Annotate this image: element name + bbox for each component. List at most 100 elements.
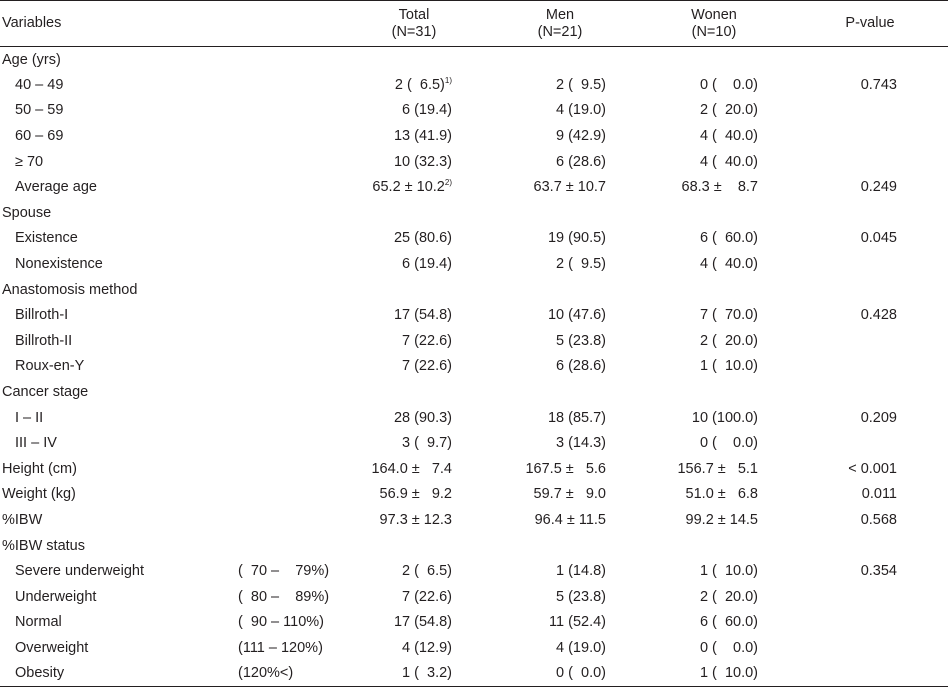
table-row: Nonexistence 6 (19.4) 2 ( 9.5) 4 ( 40.0) [0,251,948,277]
row-range [236,149,344,175]
row-pvalue: 0.249 [860,179,897,196]
row-women: 1 ( 10.0) [699,563,758,580]
row-total-value: 6 (19.4) [402,102,452,119]
row-total: 6 (19.4) [344,251,484,277]
row-total: 4 (12.9) [344,635,484,661]
row-pvalue: 0.568 [860,511,897,528]
table-row: %IBW 97.3 ± 12.3 96.4 ± 11.5 99.2 ± 14.5 0.5… [0,507,948,533]
row-range: ( 70 – 79%) [238,563,330,580]
row-men: 0 ( 0.0) [484,660,636,687]
row-total-value: 2 ( 6.5) [394,76,445,93]
row-total: 10 (32.3) [344,149,484,175]
row-pvalue [792,584,948,610]
row-label: 50 – 59 [15,102,64,119]
row-range [236,456,344,482]
row-label: %IBW [2,511,43,528]
row-total-value: 7 (22.6) [402,358,452,375]
row-pvalue: 0.209 [860,409,897,426]
row-pvalue [792,277,948,303]
table-row: Cancer stage [0,379,948,405]
row-label: Obesity [0,660,236,687]
table-row: Billroth-I 17 (54.8) 10 (47.6) 7 ( 70.0) 0.4… [0,302,948,328]
row-total [344,533,484,559]
row-pvalue [792,251,948,277]
row-women: 1 ( 10.0) [636,660,792,687]
row-men: 5 (23.8) [556,588,606,605]
row-total: 1 ( 3.2) [344,660,484,687]
row-label: Billroth-II [15,332,73,349]
row-men: 1 (14.8) [556,563,606,580]
row-range [236,482,344,508]
row-label: %IBW status [2,537,85,554]
row-total: 25 (80.6) [344,226,484,252]
table-row: Anastomosis method [0,277,948,303]
row-men [484,277,636,303]
row-label: 40 – 49 [15,76,64,93]
row-pvalue [792,47,948,73]
table-row: Billroth-II 7 (22.6) 5 (23.8) 2 ( 20.0) [0,328,948,354]
row-total [344,277,484,303]
row-men [484,200,636,226]
row-men: 11 (52.4) [549,614,606,631]
row-total: 97.3 ± 12.3 [344,507,484,533]
row-total: 17 (54.8) [344,610,484,636]
row-label: Billroth-I [15,307,69,324]
row-label: Cancer stage [2,384,89,401]
row-women: 2 ( 20.0) [699,332,758,349]
row-range [236,251,344,277]
table-row: Severe underweight ( 70 – 79%) 2 ( 6.5) 1 (… [0,558,948,584]
table-row: III – IV 3 ( 9.7) 3 (14.3) 0 ( 0.0) [0,430,948,456]
row-women: 51.0 ± 6.8 [685,486,758,503]
row-total: 65.2 ± 10.22) [344,174,484,200]
row-total: 2 ( 6.5) [344,558,484,584]
row-range: (111 – 120%) [238,639,323,656]
row-label: Nonexistence [15,256,103,273]
row-total: 17 (54.8) [344,302,484,328]
row-range [236,328,344,354]
row-men: 2 ( 9.5) [556,76,606,93]
table-row: %IBW status [0,533,948,559]
row-women: 7 ( 70.0) [699,307,758,324]
row-pvalue: 0.743 [860,76,897,93]
row-label: Height (cm) [2,460,77,477]
row-range [236,174,344,200]
row-total-value: 13 (41.9) [393,128,452,145]
row-total-value: 56.9 ± 9.2 [379,486,452,503]
row-women: 10 (100.0) [691,409,758,426]
row-total-value: 7 (22.6) [402,588,452,605]
row-men [484,47,636,73]
row-total-value: 97.3 ± 12.3 [379,511,452,528]
row-label: Roux-en-Y [15,358,85,375]
row-total-value: 2 ( 6.5) [402,563,452,580]
row-total: 7 (22.6) [344,354,484,380]
footnote-marker: 1) [444,75,452,85]
row-range [236,533,344,559]
row-pvalue [792,328,948,354]
table-row: Spouse [0,200,948,226]
row-total [344,200,484,226]
row-pvalue: < 0.001 [848,460,897,477]
table-row: 50 – 59 6 (19.4) 4 (19.0) 2 ( 20.0) [0,98,948,124]
row-range [236,379,344,405]
row-women [636,47,792,73]
row-women: 4 ( 40.0) [699,256,758,273]
row-men: 5 (23.8) [556,332,606,349]
row-range: ( 90 – 110%) [238,614,324,631]
row-range [236,200,344,226]
row-total-value: 164.0 ± 7.4 [371,460,452,477]
row-men [484,533,636,559]
row-women [636,533,792,559]
row-total-value: 10 (32.3) [393,153,452,170]
table-row: Height (cm) 164.0 ± 7.4 167.5 ± 5.6 156.7 ±… [0,456,948,482]
row-men: 9 (42.9) [556,128,606,145]
row-total-value: 17 (54.8) [393,614,452,631]
row-women: 68.3 ± 8.7 [681,179,758,196]
row-men [484,379,636,405]
row-label: Weight (kg) [2,486,76,503]
table-row: ≥ 70 10 (32.3) 6 (28.6) 4 ( 40.0) [0,149,948,175]
row-men: 3 (14.3) [556,435,606,452]
row-men: 4 (19.0) [556,639,606,656]
row-range [236,98,344,124]
row-women: 0 ( 0.0) [699,639,758,656]
